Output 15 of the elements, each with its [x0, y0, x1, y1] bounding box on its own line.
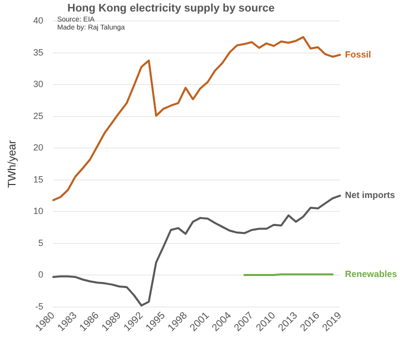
y-tick-label: -5 [35, 301, 44, 312]
y-tick-label: 20 [33, 142, 44, 153]
y-tick-label: 40 [33, 16, 44, 26]
series-label: Fossil [345, 49, 372, 60]
y-tick-label: 10 [33, 206, 44, 216]
y-tick-label: 25 [33, 110, 44, 121]
y-tick-label: 15 [33, 174, 44, 184]
y-axis-title: TWh/year [6, 140, 19, 188]
y-tick-label: 35 [33, 47, 44, 58]
y-tick-label: 0 [38, 270, 44, 280]
series-label: Net imports [345, 190, 396, 200]
chart-title: Hong Kong electricity supply by source [67, 2, 275, 15]
y-tick-label: 5 [38, 238, 44, 248]
series-label: Renewables [345, 268, 398, 279]
y-tick-label: 30 [33, 79, 44, 90]
